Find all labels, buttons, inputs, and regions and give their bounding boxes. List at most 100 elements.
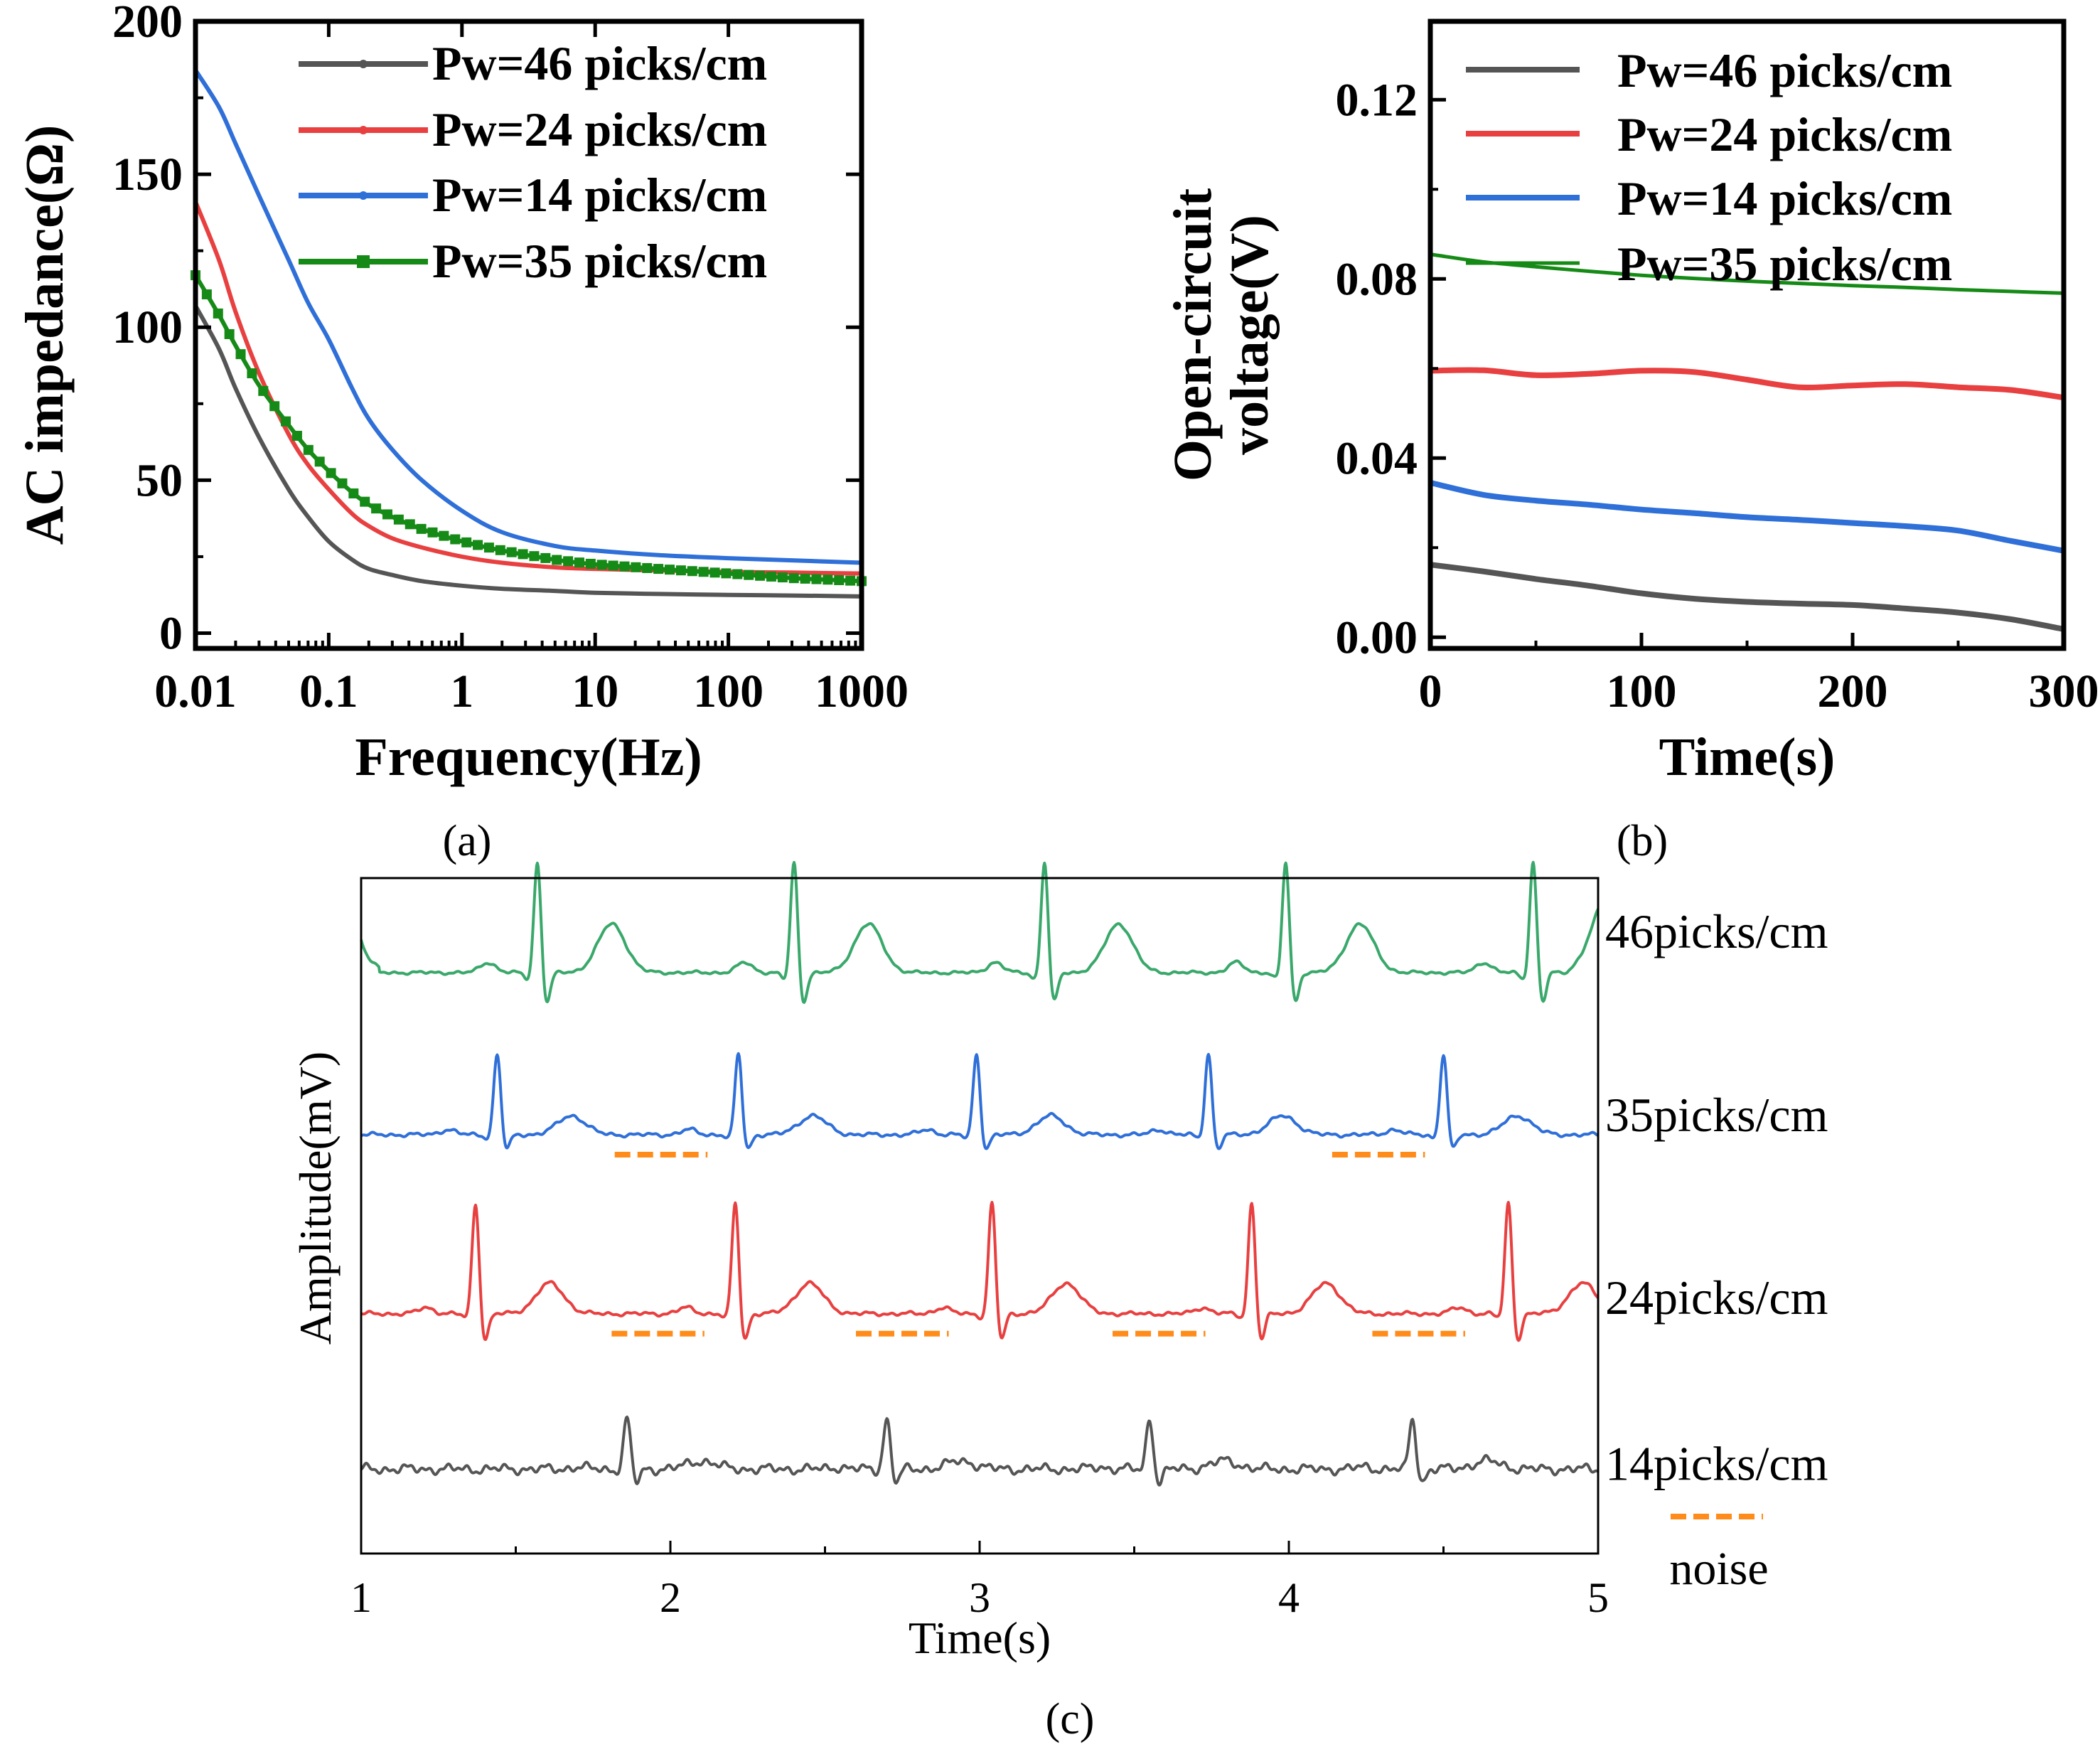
y-axis-label-line-1: Open-circuit	[1163, 188, 1223, 481]
x-tick-label-0: 0	[1419, 665, 1442, 717]
series-marker-3-23	[450, 534, 461, 545]
series-marker-3-11	[314, 456, 325, 467]
series-marker-3-58	[845, 575, 856, 586]
x-tick-label-0: 0.01	[154, 665, 237, 717]
series-marker-3-55	[811, 574, 822, 584]
y-tick-label-1: 50	[136, 454, 183, 506]
series-marker-3-38	[619, 561, 630, 572]
legend-label-0: Pw=46 picks/cm	[1617, 43, 1952, 97]
panel-a-impedance-chart: 0.01 0.1 1 10 100 1000 0 50 100 150 200 Frequency(H…	[15, 0, 909, 787]
series-line-2	[1430, 479, 2064, 554]
series-marker-3-47	[721, 568, 732, 579]
series-marker-3-44	[687, 566, 697, 577]
x-tick-label-2: 3	[969, 1574, 990, 1621]
series-marker-3-14	[348, 488, 359, 499]
y-axis-label: AC impedance(Ω)	[15, 125, 75, 545]
series-marker-3-2	[213, 308, 223, 319]
series-marker-3-51	[766, 571, 776, 582]
series-marker-3-20	[416, 523, 427, 534]
series-marker-3-39	[631, 562, 641, 572]
x-tick-label-3: 10	[572, 665, 618, 717]
ecg-trace-3	[360, 1416, 1600, 1487]
series-marker-3-5	[247, 368, 257, 379]
series-marker-3-28	[506, 547, 517, 557]
legend-marker-0	[359, 60, 368, 68]
series-line-2	[193, 69, 862, 565]
x-axis-label: Time(s)	[1659, 727, 1836, 787]
ecg-trace-0	[360, 860, 1600, 1004]
x-tick-label-3: 300	[2029, 665, 2099, 717]
x-tick-label-1: 0.1	[299, 665, 358, 717]
panel-label-b: (b)	[1617, 817, 1668, 865]
x-tick-label-5: 1000	[815, 665, 909, 717]
series-marker-3-24	[461, 537, 472, 547]
series-marker-3-34	[574, 557, 584, 568]
y-tick-label-0: 0.00	[1336, 611, 1418, 663]
plot-frame	[193, 18, 864, 651]
series-marker-3-17	[382, 509, 392, 520]
legend-label-2: Pw=14 picks/cm	[1617, 171, 1952, 225]
legend-label-2: Pw=14 picks/cm	[432, 168, 767, 222]
series-marker-3-4	[235, 349, 246, 360]
y-tick-label-3: 150	[112, 149, 183, 201]
noise-legend-label: noise	[1669, 1543, 1768, 1595]
x-tick-label-4: 5	[1587, 1574, 1609, 1621]
series-marker-3-36	[596, 560, 607, 570]
series-marker-3-50	[755, 570, 766, 581]
series-marker-3-53	[788, 573, 799, 584]
series-marker-3-45	[698, 567, 709, 577]
series-marker-3-30	[529, 551, 540, 562]
legend-label-3: Pw=35 picks/cm	[1617, 237, 1952, 291]
ecg-trace-1	[360, 1052, 1599, 1150]
series-marker-3-19	[405, 519, 415, 530]
legend-label-3: Pw=35 picks/cm	[432, 234, 767, 288]
series-marker-3-6	[258, 385, 269, 396]
series-marker-3-29	[518, 549, 528, 560]
series-line-1	[1430, 367, 2064, 401]
x-tick-label-1: 2	[660, 1574, 681, 1621]
series-marker-3-18	[393, 514, 404, 525]
series-marker-3-49	[744, 570, 754, 580]
series-marker-3-7	[269, 401, 280, 412]
series-marker-3-32	[552, 555, 562, 565]
series-marker-3-26	[483, 542, 494, 553]
series-marker-3-3	[224, 328, 235, 339]
series-marker-3-56	[823, 574, 833, 585]
x-tick-label-3: 4	[1278, 1574, 1300, 1621]
x-tick-label-2: 200	[1818, 665, 1888, 717]
series-marker-3-33	[563, 556, 574, 567]
legend-marker-3	[357, 255, 370, 268]
series-marker-3-8	[281, 416, 291, 427]
legend-label-0: Pw=46 picks/cm	[432, 36, 767, 90]
trace-label-2: 24picks/cm	[1605, 1271, 1828, 1325]
series-marker-3-48	[732, 569, 743, 579]
series-marker-3-42	[665, 565, 675, 575]
series-marker-3-27	[495, 545, 505, 555]
series-line-0	[193, 304, 862, 599]
series-marker-3-37	[608, 560, 618, 571]
y-tick-label-1: 0.04	[1336, 432, 1418, 484]
series-marker-3-13	[337, 478, 348, 488]
legend-marker-1	[359, 126, 368, 134]
series-line-3	[1430, 252, 2064, 295]
y-axis-label: Amplitude(mV)	[290, 1052, 341, 1344]
x-tick-label-4: 100	[693, 665, 764, 717]
series-marker-3-16	[371, 503, 382, 514]
trace-label-0: 46picks/cm	[1605, 904, 1828, 958]
x-tick-label-1: 100	[1607, 665, 1677, 717]
trace-label-1: 35picks/cm	[1605, 1088, 1828, 1142]
x-axis-label: Frequency(Hz)	[355, 727, 702, 787]
series-marker-3-46	[709, 567, 720, 578]
trace-label-3: 14picks/cm	[1605, 1436, 1828, 1490]
series-line-0	[1430, 562, 2064, 632]
series-marker-3-57	[834, 574, 845, 585]
series-marker-3-54	[800, 573, 810, 584]
y-tick-label-2: 0.08	[1336, 253, 1418, 305]
y-tick-label-0: 0	[159, 607, 183, 659]
series-marker-3-35	[585, 558, 596, 569]
series-marker-3-25	[473, 540, 483, 550]
series-marker-3-12	[326, 468, 336, 478]
ecg-trace-2	[360, 1201, 1600, 1342]
panel-c-ecg-chart: 46picks/cm 35picks/cm 24picks/cm 14picks/cm…	[290, 860, 1828, 1663]
